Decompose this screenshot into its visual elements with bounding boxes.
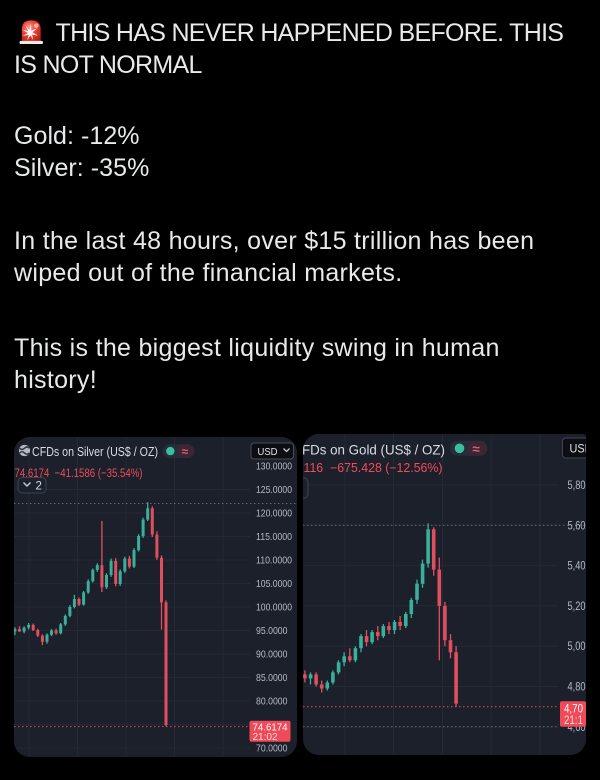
svg-text:130.0000: 130.0000 [256,461,292,473]
svg-text:2: 2 [36,480,42,492]
svg-text:70.0000: 70.0000 [256,743,288,755]
svg-text:80.0000: 80.0000 [256,696,288,708]
svg-text:100.0000: 100.0000 [256,602,292,614]
svg-text:5,60: 5,60 [568,518,586,532]
svg-text:90.0000: 90.0000 [256,649,288,661]
svg-text:21:1: 21:1 [564,715,583,727]
svg-text:95.0000: 95.0000 [256,625,288,637]
svg-text:CFDs on Silver (US$ / OZ): CFDs on Silver (US$ / OZ) [32,444,158,459]
svg-text:120.0000: 120.0000 [256,508,292,520]
svg-text:5,80: 5,80 [568,478,586,492]
svg-text:125.0000: 125.0000 [256,484,292,496]
svg-text:≈: ≈ [473,441,481,456]
svg-text:USD: USD [258,446,278,458]
svg-text:≈: ≈ [182,445,189,459]
svg-text:21:02: 21:02 [253,732,278,743]
svg-text:110.0000: 110.0000 [256,555,292,567]
svg-text:FDs on Gold (US$ / OZ): FDs on Gold (US$ / OZ) [303,442,445,458]
svg-text:USD: USD [570,444,587,456]
svg-text:116 −675.428 (−12.56%): 116 −675.428 (−12.56%) [304,461,443,475]
svg-text:5,40: 5,40 [568,559,586,573]
svg-text:74.6174: 74.6174 [253,721,288,733]
svg-text:4,80: 4,80 [568,680,586,694]
svg-text:5,00: 5,00 [568,639,586,653]
svg-text:105.0000: 105.0000 [256,578,292,590]
svg-text:85.0000: 85.0000 [256,672,288,684]
svg-text:5,20: 5,20 [568,599,586,613]
svg-text:4,70: 4,70 [564,702,583,716]
svg-text:74.6174 −41.1586 (−35.54%): 74.6174 −41.1586 (−35.54%) [15,466,143,480]
svg-text:115.0000: 115.0000 [256,531,292,543]
